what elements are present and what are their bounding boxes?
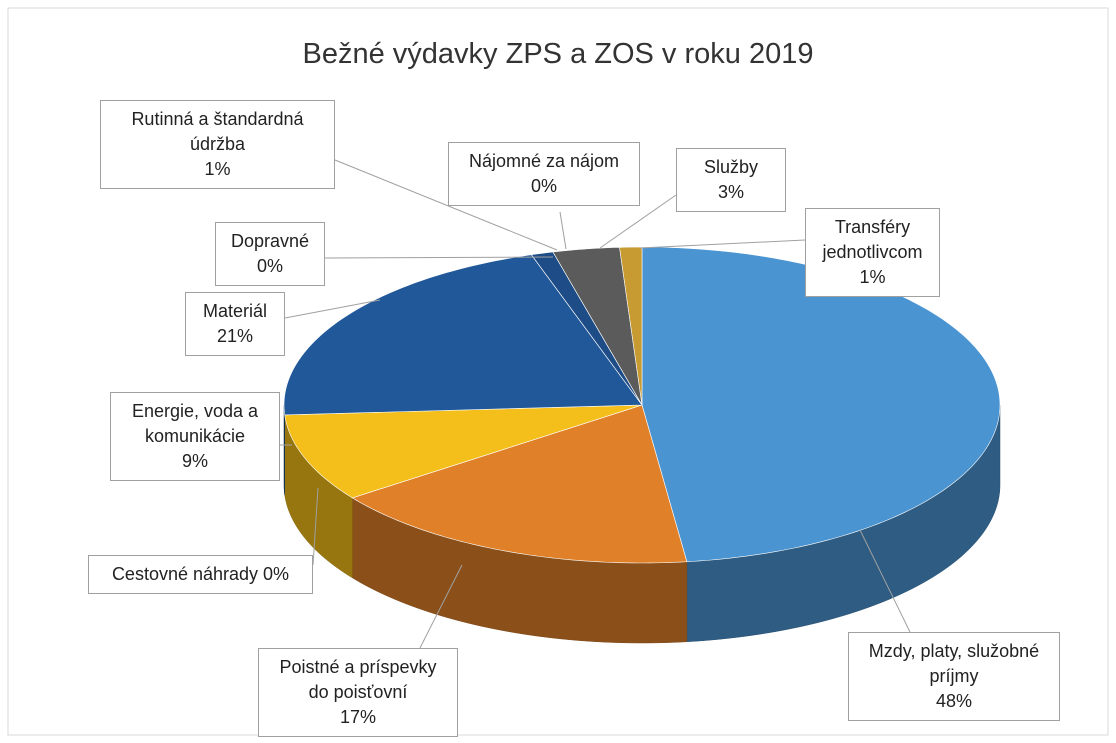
data-label: Poistné a príspevky do poisťovní 17% [258, 648, 458, 737]
slice-side [283, 404, 285, 495]
data-label: Materiál 21% [185, 292, 285, 356]
leader-line [334, 159, 558, 251]
data-label: Služby 3% [676, 148, 786, 212]
value-label: 9% [181, 451, 208, 471]
value-label: 3% [717, 182, 744, 202]
leader-line [312, 487, 319, 566]
value-label: 1% [204, 159, 231, 179]
value-label: 0% [263, 564, 290, 584]
category-label: Poistné a príspevky do poisťovní [279, 657, 437, 702]
slice [552, 247, 643, 406]
data-label: Energie, voda a komunikácie 9% [110, 392, 280, 481]
leader-line [559, 211, 567, 250]
leader-line [639, 239, 806, 249]
category-label: Dopravné [230, 231, 310, 251]
category-label: Energie, voda a komunikácie [131, 401, 259, 446]
leader-line [599, 194, 677, 249]
chart-title: Bežné výdavky ZPS a ZOS v roku 2019 [302, 38, 814, 70]
data-label: Cestovné náhrady 0% [88, 555, 313, 594]
category-label: Mzdy, platy, služobné príjmy [868, 641, 1040, 686]
value-label: 0% [530, 176, 557, 196]
category-label: Cestovné náhrady [111, 564, 259, 584]
category-label: Rutinná a štandardná údržba [131, 109, 304, 154]
data-label: Mzdy, platy, služobné príjmy 48% [848, 632, 1060, 721]
value-label: 48% [935, 691, 973, 711]
data-label: Dopravné 0% [215, 222, 325, 286]
slice [283, 254, 643, 416]
data-label: Nájomné za nájom 0% [448, 142, 640, 206]
slice [351, 404, 688, 564]
value-label: 1% [859, 267, 886, 287]
data-label: Rutinná a štandardná údržba 1% [100, 100, 335, 189]
data-label: Transféry jednotlivcom 1% [805, 208, 940, 297]
leader-line [859, 529, 911, 633]
leader-line [419, 564, 463, 649]
category-label: Transféry jednotlivcom [822, 217, 923, 262]
value-label: 21% [216, 326, 254, 346]
category-label: Služby [703, 157, 759, 177]
slice [619, 246, 643, 406]
value-label: 17% [339, 707, 377, 727]
category-label: Nájomné za nájom [468, 151, 620, 171]
value-label: 0% [256, 256, 283, 276]
leader-line [324, 256, 554, 259]
category-label: Materiál [202, 301, 268, 321]
slice [284, 404, 643, 499]
leader-line [284, 299, 381, 319]
chart-frame [7, 7, 1109, 736]
